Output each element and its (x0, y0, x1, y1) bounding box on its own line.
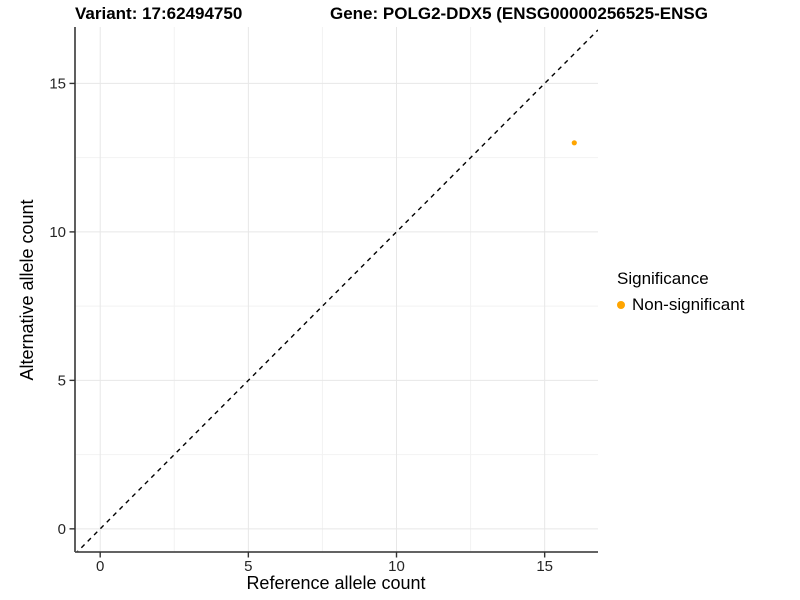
identity-dashed-line (76, 29, 598, 552)
major-gridlines (75, 27, 598, 552)
legend: Significance Non-significant (617, 269, 744, 315)
legend-title: Significance (617, 269, 709, 288)
tick-marks (69, 82, 546, 558)
x-axis-title: Reference allele count (246, 573, 425, 593)
x-tick-label: 5 (244, 558, 252, 575)
axis-lines (74, 27, 598, 553)
x-tick-label: 10 (388, 558, 405, 575)
legend-entry: Non-significant (617, 295, 744, 315)
y-tick-label: 0 (58, 521, 66, 538)
legend-key-point-icon (617, 301, 625, 309)
y-axis-title: Alternative allele count (17, 199, 37, 380)
data-point (571, 140, 577, 146)
y-tick-label: 15 (49, 75, 66, 92)
y-tick-label: 5 (58, 372, 66, 389)
y-tick-label: 10 (49, 224, 66, 241)
x-tick-label: 0 (96, 558, 104, 575)
x-tick-label: 15 (536, 558, 553, 575)
legend-entry-label: Non-significant (632, 295, 745, 314)
gene-title: Gene: POLG2-DDX5 (ENSG00000256525-ENSG (330, 4, 708, 23)
tick-labels: 0 5 10 15 0 5 10 15 (49, 75, 553, 575)
variant-title: Variant: 17:62494750 (75, 4, 243, 23)
data-points-layer (571, 140, 577, 146)
minor-gridlines (75, 27, 598, 552)
